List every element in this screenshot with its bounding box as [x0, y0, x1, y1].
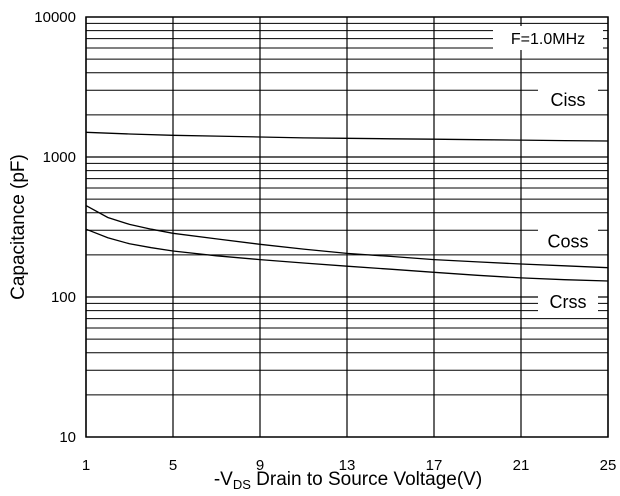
series-line-coss — [85, 205, 609, 269]
tick-labels: 1 5 9 13 17 21 25 10 100 1000 10000 — [34, 9, 616, 474]
series-label-crss: Crss — [550, 292, 587, 312]
x-tick-label: 5 — [169, 457, 177, 474]
x-axis-title: -VDS Drain to Source Voltage(V) — [214, 469, 482, 492]
series-label-coss: Coss — [547, 231, 588, 251]
y-tick-label: 100 — [51, 289, 76, 306]
frequency-note: F=1.0MHz — [511, 31, 585, 48]
y-tick-label: 1000 — [43, 149, 76, 166]
series-label-background — [538, 88, 598, 113]
series-label-background — [538, 229, 598, 254]
series-line-crss — [85, 228, 609, 282]
grid — [85, 17, 609, 437]
x-tick-label: 1 — [82, 457, 90, 474]
x-axis-title-subscript: DS — [233, 477, 251, 492]
x-tick-label: 13 — [339, 457, 356, 474]
y-axis-title: Capacitance (pF) — [8, 154, 29, 300]
series-label-ciss: Ciss — [551, 90, 586, 110]
y-tick-label: 10 — [59, 429, 76, 446]
x-tick-label: 17 — [426, 457, 443, 474]
x-tick-label: 21 — [513, 457, 530, 474]
x-tick-label: 9 — [256, 457, 264, 474]
series-lines — [85, 131, 609, 282]
y-tick-label: 10000 — [34, 9, 76, 26]
series-labels: Ciss Coss Crss — [538, 88, 598, 315]
series-line-ciss — [85, 131, 609, 142]
series-label-background — [538, 290, 598, 315]
x-tick-label: 25 — [600, 457, 617, 474]
plot-frame — [85, 16, 609, 438]
x-axis-title-suffix: Drain to Source Voltage(V) — [251, 469, 482, 490]
frequency-note-background — [493, 26, 603, 50]
x-axis-title-prefix: -V — [214, 469, 233, 490]
